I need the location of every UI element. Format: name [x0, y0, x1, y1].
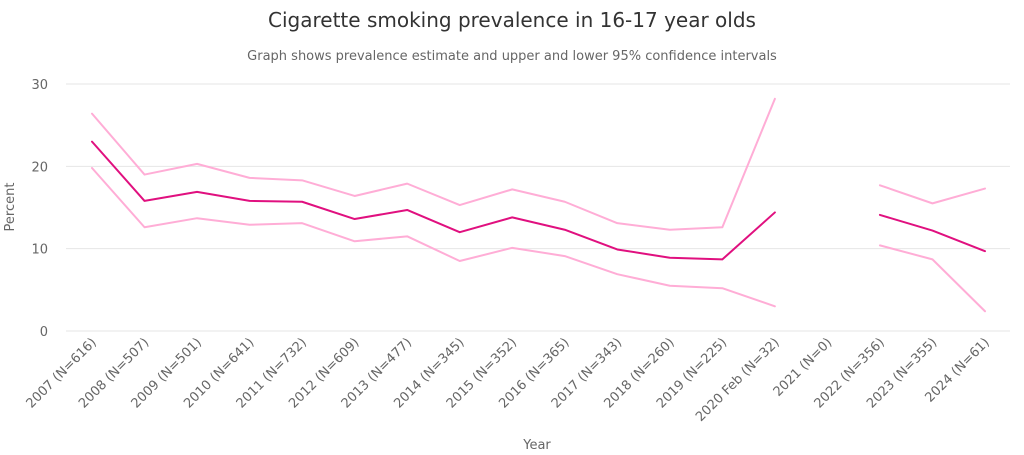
y-axis-ticks: 0 10 20 30: [31, 78, 48, 340]
series-line-1: [91, 140, 986, 261]
series-line-2: [91, 166, 986, 313]
y-tick-label: 20: [31, 160, 48, 175]
y-axis-title: Percent: [3, 183, 18, 232]
y-tick-label: 0: [40, 325, 48, 340]
chart-title: Cigarette smoking prevalence in 16-17 ye…: [268, 8, 756, 32]
y-tick-label: 10: [31, 243, 48, 258]
series-line-0: [91, 97, 986, 231]
series-layer: [91, 97, 986, 313]
x-axis-title: Year: [522, 438, 551, 453]
y-tick-label: 30: [31, 78, 48, 93]
x-axis-ticks: 2007 (N=616)2008 (N=507)2009 (N=501)2010…: [24, 335, 993, 425]
grid: [66, 83, 1010, 332]
chart-subtitle: Graph shows prevalence estimate and uppe…: [247, 49, 777, 64]
